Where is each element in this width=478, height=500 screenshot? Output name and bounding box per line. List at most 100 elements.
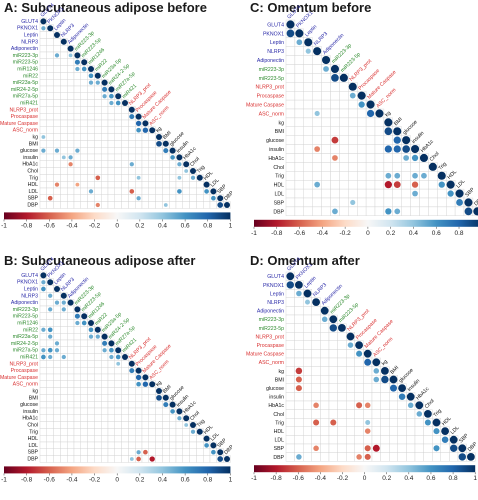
grid-cell — [141, 167, 150, 175]
grid-cell — [175, 428, 184, 436]
grid-cell — [419, 197, 429, 208]
grid-cell — [87, 112, 95, 121]
grid-cell — [53, 387, 61, 395]
grid-cell — [337, 452, 347, 462]
correlation-point — [211, 449, 216, 455]
grid-cell — [285, 126, 296, 136]
grid-cell — [80, 92, 88, 100]
row-label: miR223-3p — [259, 317, 284, 323]
grid-cell — [39, 373, 48, 382]
grid-cell — [432, 452, 442, 462]
grid-cell — [66, 180, 75, 189]
grid-cell — [339, 135, 349, 145]
grid-cell — [428, 197, 438, 208]
grid-cell — [114, 414, 122, 422]
correlation-point — [313, 47, 322, 56]
grid-cell — [148, 394, 156, 402]
grid-cell — [285, 171, 296, 181]
grid-cell — [196, 435, 204, 443]
diag-label: Trig — [438, 161, 449, 172]
grid-cell — [414, 426, 424, 436]
grid-cell — [128, 174, 136, 182]
correlation-point — [109, 100, 114, 106]
grid-cell — [46, 428, 54, 436]
grid-cell — [128, 428, 136, 436]
grid-cell — [53, 45, 61, 53]
grid-cell — [440, 452, 450, 462]
grid-cell — [337, 357, 347, 367]
grid-cell — [321, 108, 331, 119]
correlation-point — [135, 120, 142, 127]
diag-label: glucose — [402, 119, 419, 136]
grid-cell — [320, 400, 330, 410]
colorbar-tick-label: -0.8 — [21, 222, 33, 229]
grid-cell — [114, 448, 122, 456]
correlation-point — [88, 189, 94, 194]
grid-cell — [128, 387, 136, 395]
grid-cell — [321, 126, 331, 136]
grid-cell — [168, 414, 177, 422]
diag-label: LDL — [210, 431, 221, 442]
grid-cell — [363, 383, 373, 393]
grid-cell — [114, 119, 122, 128]
grid-cell — [87, 106, 95, 114]
grid-cell — [39, 99, 48, 107]
grid-cell — [182, 448, 190, 456]
correlation-point — [364, 445, 371, 452]
grid-cell — [339, 108, 349, 119]
grid-cell — [80, 187, 88, 196]
correlation-point — [296, 454, 302, 460]
grid-cell — [46, 441, 54, 450]
grid-cell — [87, 455, 95, 463]
grid-cell — [114, 373, 122, 382]
grid-cell — [354, 366, 364, 376]
correlation-matrix: GLUT4GLUT4PKNOX1PKNOX1LeptinLeptinNLRP3N… — [0, 2, 235, 229]
grid-cell — [312, 90, 322, 101]
grid-cell — [60, 326, 68, 334]
grid-cell — [285, 366, 295, 376]
grid-cell — [437, 188, 447, 199]
grid-cell — [374, 197, 385, 208]
correlation-point — [142, 127, 149, 133]
grid-cell — [94, 187, 102, 196]
row-label: glucose — [20, 402, 38, 408]
correlation-point — [366, 109, 375, 118]
grid-cell — [53, 153, 61, 162]
grid-cell — [134, 160, 143, 168]
correlation-point — [81, 59, 88, 66]
correlation-point — [381, 367, 389, 375]
grid-cell — [346, 426, 356, 436]
grid-cell — [46, 99, 54, 107]
grid-cell — [46, 38, 54, 46]
grid-cell — [100, 360, 109, 368]
grid-cell — [94, 112, 102, 121]
row-label: Procaspase — [11, 114, 39, 120]
grid-cell — [294, 206, 304, 216]
row-label: HbA1c — [22, 162, 38, 168]
grid-cell — [294, 443, 304, 453]
grid-cell — [107, 448, 116, 456]
grid-cell — [134, 201, 143, 209]
correlation-point — [115, 100, 121, 106]
grid-cell — [87, 160, 95, 168]
colorbar-tick-label: -0.4 — [66, 222, 78, 229]
grid-cell — [148, 448, 156, 456]
grid-cell — [134, 146, 143, 155]
colorbar-tick-label: -0.4 — [315, 475, 327, 482]
grid-cell — [285, 162, 296, 172]
grid-cell — [46, 360, 54, 368]
grid-cell — [46, 448, 54, 456]
row-label: Adiponectin — [11, 300, 38, 306]
diag-label: Leptin — [304, 24, 318, 38]
grid-cell — [148, 174, 156, 182]
grid-cell — [87, 167, 95, 175]
grid-cell — [168, 421, 177, 429]
grid-cell — [114, 126, 122, 134]
grid-cell — [60, 339, 68, 348]
grid-cell — [155, 201, 163, 209]
correlation-point — [331, 74, 339, 82]
grid-cell — [60, 448, 68, 456]
grid-cell — [141, 187, 150, 196]
grid-cell — [406, 443, 416, 453]
grid-cell — [365, 171, 376, 181]
